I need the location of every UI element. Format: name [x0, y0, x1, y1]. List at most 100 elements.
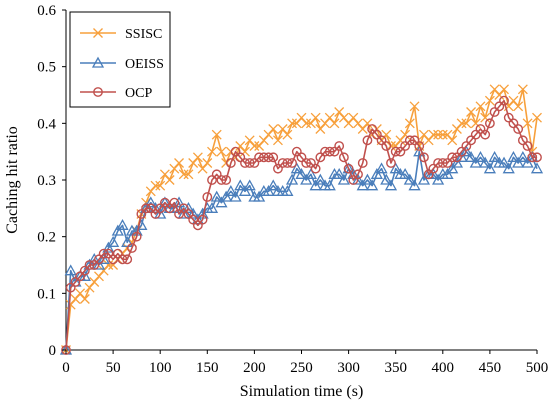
- x-tick-label: 150: [196, 360, 219, 376]
- data-point-ocp: [263, 152, 274, 163]
- marker-stroke: [79, 294, 90, 304]
- marker-stroke: [428, 129, 439, 140]
- data-point-ocp: [522, 141, 533, 151]
- marker-stroke: [159, 169, 170, 180]
- data-point-oeiss: [97, 252, 110, 264]
- data-point-oeiss: [106, 235, 120, 247]
- data-point-ssisc: [178, 169, 189, 180]
- data-point-ocp: [423, 169, 434, 180]
- data-point-ocp: [65, 282, 76, 293]
- data-point-ssisc: [480, 112, 491, 123]
- x-tick-label: 350: [384, 360, 407, 376]
- marker-stroke: [461, 118, 472, 129]
- legend-label: SSISC: [125, 27, 162, 42]
- marker-stroke: [155, 180, 166, 191]
- data-point-ocp: [79, 265, 90, 276]
- data-point-ssisc: [103, 260, 114, 270]
- data-point-ssisc: [404, 118, 415, 129]
- data-point-ssisc: [423, 135, 434, 146]
- data-point-oeiss: [497, 156, 511, 168]
- data-point-ocp: [461, 141, 472, 151]
- y-axis: 0 0.1 0.2 0.3 0.4 0.5 0.6: [37, 3, 66, 359]
- data-point-oeiss: [116, 218, 129, 230]
- data-point-ocp: [122, 254, 133, 265]
- marker-stroke: [207, 146, 217, 157]
- data-point-oeiss: [229, 190, 242, 202]
- marker-stroke: [320, 118, 331, 129]
- data-point-oeiss: [450, 156, 464, 168]
- data-point-ocp: [503, 112, 514, 123]
- data-point-ocp: [98, 248, 109, 259]
- data-point-ssisc: [470, 118, 481, 129]
- data-point-ocp: [141, 203, 151, 214]
- data-point-ocp: [433, 158, 443, 168]
- data-point-oeiss: [172, 196, 186, 208]
- data-point-oeiss: [253, 190, 266, 202]
- data-point-ocp: [428, 163, 439, 174]
- data-point-oeiss: [337, 173, 350, 185]
- marker-stroke: [70, 294, 81, 304]
- data-point-ssisc: [249, 141, 260, 151]
- data-point-ssisc: [508, 95, 519, 106]
- data-point-oeiss: [389, 162, 402, 174]
- marker-stroke: [447, 135, 458, 146]
- data-point-ssisc: [466, 107, 477, 117]
- series-ocp: [61, 95, 542, 355]
- data-point-ocp: [103, 248, 114, 259]
- marker-stroke: [174, 158, 184, 168]
- legend-item-ocp: OCP: [80, 86, 152, 101]
- marker-stroke: [404, 118, 415, 129]
- data-point-ssisc: [494, 90, 505, 100]
- marker-stroke: [235, 141, 246, 151]
- data-point-ocp: [169, 197, 180, 208]
- data-point-ssisc: [348, 112, 359, 123]
- data-point-oeiss: [384, 179, 398, 191]
- data-point-ocp: [357, 158, 368, 168]
- data-point-ssisc: [216, 146, 227, 157]
- data-point-ocp: [442, 158, 453, 168]
- data-point-ssisc: [395, 135, 406, 146]
- data-point-oeiss: [399, 167, 412, 179]
- data-point-ocp: [400, 141, 411, 151]
- data-point-ocp: [249, 158, 260, 168]
- legend-swatch-marker: [91, 56, 105, 68]
- y-tick-label: 0.3: [37, 173, 56, 189]
- data-point-ocp: [240, 158, 250, 168]
- marker-stroke: [409, 101, 420, 112]
- data-point-ssisc: [272, 135, 283, 146]
- data-point-oeiss: [92, 258, 106, 270]
- data-point-ssisc: [334, 107, 345, 117]
- marker-stroke: [489, 84, 500, 95]
- data-point-ssisc: [258, 135, 269, 146]
- data-point-ocp: [353, 169, 363, 180]
- data-point-ssisc: [296, 112, 307, 123]
- data-point-ssisc: [98, 265, 109, 276]
- data-point-ssisc: [522, 118, 533, 129]
- data-point-ocp: [475, 124, 486, 134]
- data-point-oeiss: [403, 173, 416, 185]
- data-point-oeiss: [366, 179, 379, 191]
- data-point-ocp: [470, 129, 481, 140]
- marker-stroke: [343, 118, 354, 129]
- marker-stroke: [169, 163, 180, 174]
- data-point-ocp: [447, 152, 458, 163]
- legend: SSISC OEISS OCP: [69, 11, 171, 108]
- legend-swatch-marker: [93, 87, 103, 97]
- data-point-ocp: [489, 107, 500, 117]
- data-point-oeiss: [351, 173, 365, 185]
- marker-stroke: [216, 146, 227, 157]
- data-point-oeiss: [290, 162, 303, 174]
- data-point-oeiss: [427, 167, 440, 179]
- marker-stroke: [192, 152, 203, 163]
- data-point-oeiss: [507, 150, 520, 162]
- data-point-ssisc: [362, 118, 373, 129]
- data-point-ocp: [527, 152, 538, 163]
- data-point-ocp: [258, 152, 269, 163]
- data-point-ssisc: [211, 129, 222, 140]
- marker-stroke: [315, 124, 326, 134]
- data-point-ocp: [381, 141, 392, 151]
- data-point-ssisc: [150, 180, 161, 191]
- marker-stroke: [254, 141, 265, 151]
- marker-stroke: [287, 118, 298, 129]
- data-point-oeiss: [88, 252, 101, 264]
